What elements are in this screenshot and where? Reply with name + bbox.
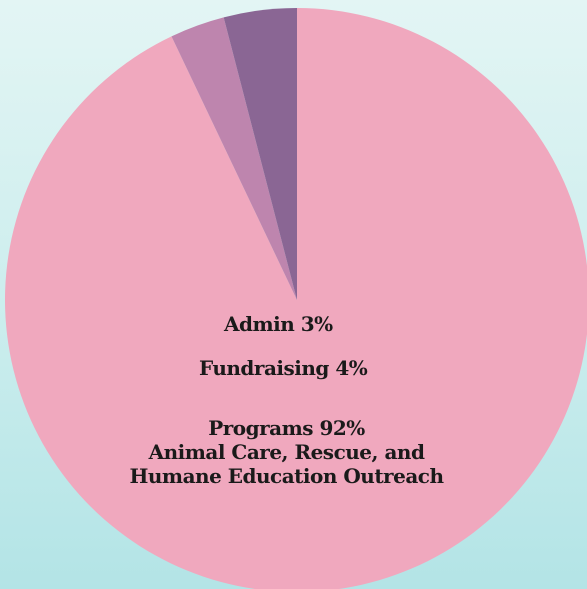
fundraising-label: Fundraising 4% [199, 356, 368, 380]
pie-slice-programs [5, 8, 587, 589]
admin-label: Admin 3% [224, 312, 333, 336]
programs-label: Programs 92% [208, 416, 365, 440]
programs-desc-line-1: Animal Care, Rescue, and [148, 440, 425, 464]
programs-label-block: Programs 92% Animal Care, Rescue, and Hu… [0, 416, 580, 488]
pie-slice-admin [171, 17, 297, 300]
programs-desc-line-2: Humane Education Outreach [129, 464, 444, 488]
pie-slice-fundraising [223, 8, 297, 300]
